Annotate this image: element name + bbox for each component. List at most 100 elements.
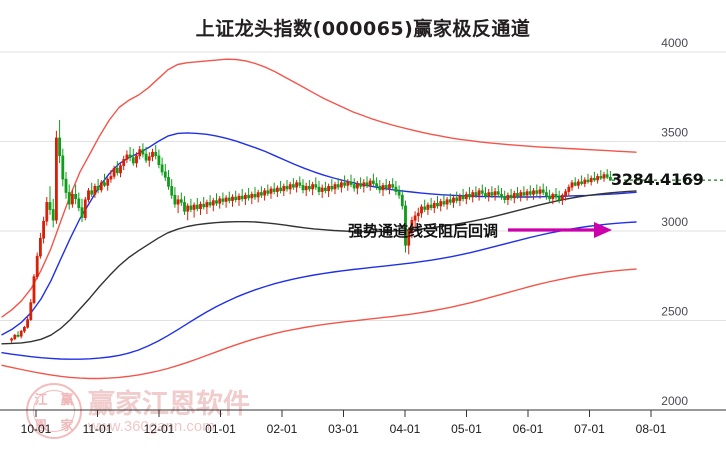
candle-body — [131, 157, 135, 164]
candle-body — [67, 192, 71, 205]
candle-body — [253, 194, 257, 198]
candle-body — [397, 191, 401, 196]
candle-body — [445, 199, 449, 205]
candle-body — [317, 186, 321, 192]
candle-body — [263, 190, 267, 196]
candle-body — [125, 154, 129, 160]
candle-body — [528, 191, 532, 195]
candle-body — [455, 197, 459, 201]
candle-body — [64, 178, 68, 193]
candle-body — [179, 199, 183, 203]
x-axis-label-12-01: 12-01 — [144, 422, 175, 436]
band-inner-upper — [1, 132, 637, 336]
candle-body — [211, 200, 215, 206]
candle-body — [58, 137, 62, 157]
x-axis-label-05-01: 05-01 — [451, 422, 482, 436]
candle-body — [548, 195, 552, 200]
seal-char-1: 江 — [34, 392, 48, 408]
candle-body — [522, 192, 526, 196]
candle-body — [51, 209, 55, 221]
candle-body — [314, 184, 318, 188]
candle-body — [122, 159, 126, 166]
candle-body — [285, 186, 289, 190]
x-axis-label-07-01: 07-01 — [574, 422, 605, 436]
candle-body — [432, 203, 436, 209]
candle-body — [218, 198, 222, 204]
annotation-channel-note: 强势通道线受阻后回调 — [348, 222, 499, 240]
candle-body — [45, 202, 49, 222]
candle-body — [583, 179, 587, 184]
candle-body — [519, 192, 523, 197]
candle-body — [487, 192, 491, 197]
candle-body — [244, 194, 247, 200]
candle-body — [112, 168, 116, 177]
watermark-brand: 赢家江恩软件 — [88, 389, 250, 420]
candle-body — [256, 192, 260, 198]
candle-body — [157, 155, 161, 166]
candle-body — [580, 181, 584, 184]
x-axis-label-01-01: 01-01 — [205, 422, 236, 436]
candle-body — [512, 193, 516, 199]
candle-body — [439, 201, 443, 207]
candle-body — [54, 137, 58, 221]
candle-body — [503, 196, 507, 201]
candle-body — [420, 206, 423, 214]
candle-body — [259, 192, 263, 196]
candle-body — [103, 182, 106, 186]
candle-body — [154, 151, 158, 157]
candle-body — [221, 198, 225, 202]
candle-body — [128, 154, 132, 158]
candle-body — [42, 220, 46, 239]
candle-body — [83, 199, 87, 218]
candle-body — [423, 206, 427, 210]
candle-body — [500, 194, 503, 198]
candle-body — [301, 185, 305, 191]
candle-body — [516, 193, 519, 197]
candle-body — [407, 230, 411, 246]
band-outer-upper — [1, 58, 637, 318]
band-outer-lower — [1, 268, 637, 380]
candle-body — [484, 193, 487, 197]
candle-body — [272, 188, 276, 192]
candle-body — [394, 186, 398, 192]
candle-body — [61, 155, 65, 180]
candle-body — [592, 177, 596, 181]
candle-body — [413, 215, 417, 221]
candle-body — [26, 319, 30, 328]
candle-body — [391, 184, 395, 188]
x-axis-label-03-01: 03-01 — [328, 422, 359, 436]
candle-body — [237, 195, 241, 201]
x-axis-label-04-01: 04-01 — [390, 422, 421, 436]
candle-body — [400, 194, 404, 207]
candle-body — [205, 202, 209, 208]
candle-body — [333, 184, 337, 190]
candle-body — [311, 184, 315, 190]
candle-body — [307, 186, 311, 190]
candle-body — [535, 190, 539, 194]
candle-body — [144, 153, 148, 161]
candle-body — [186, 205, 190, 212]
candle-body — [279, 187, 283, 192]
candle-body — [458, 195, 462, 201]
candle-body — [291, 184, 295, 188]
candle-body — [323, 187, 327, 192]
y-axis-label-4000: 4000 — [661, 36, 688, 50]
candle-body — [339, 182, 343, 188]
candle-body — [436, 203, 439, 207]
candle-body — [560, 194, 564, 200]
candle-body — [480, 190, 484, 194]
candle-body — [346, 181, 350, 186]
candle-body — [231, 196, 234, 201]
candle-body — [163, 171, 167, 178]
candle-body — [448, 199, 452, 203]
candle-body — [115, 168, 119, 174]
band-inner-lower — [1, 221, 637, 360]
candle-body — [138, 149, 142, 157]
candle-body — [378, 186, 382, 191]
x-axis-label-06-01: 06-01 — [513, 422, 544, 436]
candle-body — [275, 187, 279, 192]
candle-body — [247, 194, 251, 199]
candle-body — [365, 182, 369, 186]
candle-body — [93, 186, 97, 195]
candle-body — [410, 220, 414, 232]
